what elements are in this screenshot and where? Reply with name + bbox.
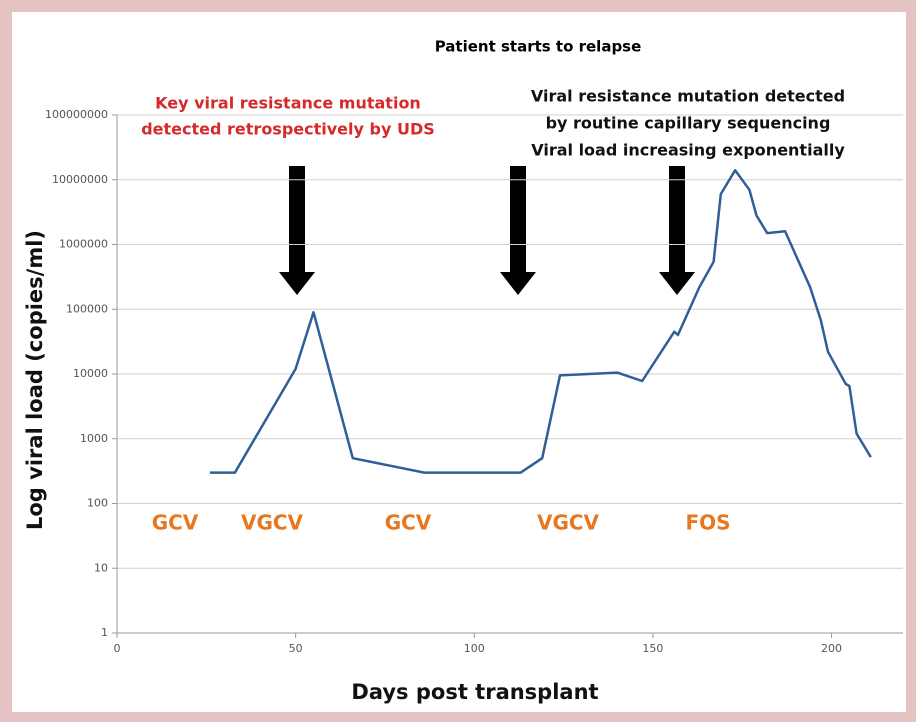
y-axis-title: Log viral load (copies/ml): [23, 230, 47, 530]
annotation: detected retrospectively by UDS: [141, 120, 435, 139]
annotation: Viral resistance mutation detected: [531, 87, 845, 106]
y-tick-label: 100000000: [45, 108, 108, 121]
arrow: [500, 166, 536, 295]
x-tick-label: 150: [642, 642, 663, 655]
y-tick-label: 10000000: [52, 173, 108, 186]
x-axis-title: Days post transplant: [351, 680, 598, 704]
data-line: [209, 169, 872, 474]
arrow: [279, 166, 315, 295]
annotation: Key viral resistance mutation: [155, 94, 421, 113]
x-tick-label: 100: [464, 642, 485, 655]
y-tick-label: 100: [87, 497, 108, 510]
annotation: by routine capillary sequencing: [546, 114, 831, 133]
y-tick-label: 1000000: [59, 238, 108, 251]
annotation: Viral load increasing exponentially: [531, 141, 845, 160]
y-tick-label: 1: [101, 626, 108, 639]
y-tick-label: 1000: [80, 432, 108, 445]
arrows: [279, 166, 695, 295]
y-tick-label: 10: [94, 561, 108, 574]
x-tick-label: 200: [821, 642, 842, 655]
y-tick-label: 100000: [66, 302, 108, 315]
treatment-label: VGCV: [241, 511, 304, 535]
arrow: [659, 166, 695, 295]
panel: [12, 12, 906, 712]
treatment-label: VGCV: [537, 511, 600, 535]
x-tick-label: 0: [114, 642, 121, 655]
treatment-label: FOS: [685, 511, 730, 535]
x-tick-label: 50: [289, 642, 303, 655]
treatment-label: GCV: [152, 511, 199, 535]
chart-title: Patient starts to relapse: [435, 38, 642, 56]
treatment-label: GCV: [385, 511, 432, 535]
y-tick-label: 10000: [73, 367, 108, 380]
